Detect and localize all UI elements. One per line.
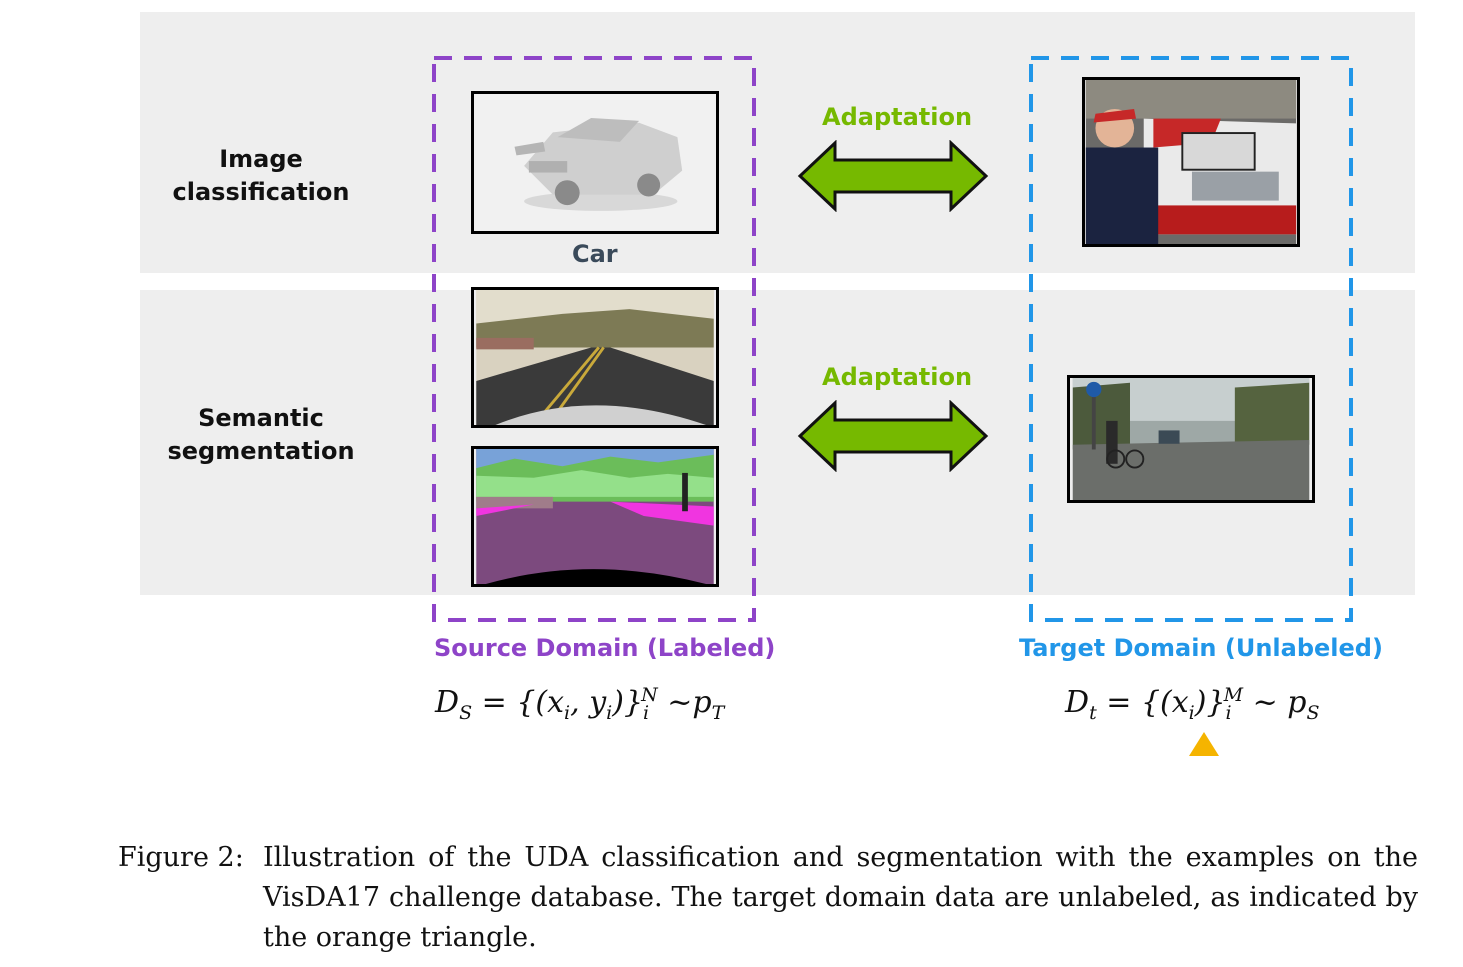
formula-subscript: S bbox=[459, 702, 473, 724]
segmentation-label-map bbox=[471, 446, 719, 587]
adaptation-arrow-top bbox=[797, 140, 989, 212]
target-formula: Dt = {(xi)}iM ~ pS bbox=[1065, 684, 1320, 724]
formula-set: , y bbox=[570, 685, 607, 720]
formula-distribution: ~p bbox=[667, 685, 712, 720]
row-label-classification: Image classification bbox=[141, 143, 381, 209]
formula-subscript: T bbox=[711, 702, 725, 724]
adaptation-arrow-bottom bbox=[797, 400, 989, 472]
formula-set: {(x bbox=[1140, 685, 1189, 720]
adaptation-label-top: Adaptation bbox=[822, 103, 973, 131]
formula-superscript: M bbox=[1223, 684, 1244, 706]
source-domain-box bbox=[432, 56, 756, 622]
formula-index: i bbox=[643, 702, 650, 724]
figure-number: Figure 2: bbox=[118, 842, 244, 873]
formula-distribution: ~ p bbox=[1252, 685, 1307, 720]
formula-subscript: S bbox=[1306, 702, 1320, 724]
synthetic-road-image bbox=[471, 287, 719, 428]
formula-equals: = bbox=[1106, 685, 1132, 720]
row-label-line: Image bbox=[219, 145, 303, 173]
formula-superscript: N bbox=[641, 684, 658, 706]
target-domain-box bbox=[1029, 56, 1353, 622]
formula-subscript: t bbox=[1089, 702, 1097, 724]
row-label-line: segmentation bbox=[167, 437, 355, 465]
formula-equals: = bbox=[481, 685, 507, 720]
car-caption: Car bbox=[572, 240, 618, 268]
formula-index: i bbox=[606, 702, 613, 724]
figure-caption-text: Illustration of the UDA classification a… bbox=[263, 842, 1418, 953]
row-label-line: classification bbox=[172, 178, 350, 206]
real-street-photo bbox=[1067, 375, 1315, 503]
synthetic-car-image bbox=[471, 91, 719, 234]
adaptation-label-bottom: Adaptation bbox=[822, 363, 973, 391]
formula-symbol: D bbox=[435, 685, 460, 720]
row-label-segmentation: Semantic segmentation bbox=[141, 402, 381, 468]
formula-symbol: D bbox=[1065, 685, 1090, 720]
formula-set: )} bbox=[1194, 685, 1226, 720]
formula-set: )} bbox=[612, 685, 644, 720]
formula-set: {(x bbox=[516, 685, 565, 720]
target-domain-label: Target Domain (Unlabeled) bbox=[1019, 634, 1383, 662]
formula-index: i bbox=[564, 702, 571, 724]
row-label-line: Semantic bbox=[198, 404, 324, 432]
unlabeled-indicator-triangle-icon bbox=[1189, 732, 1219, 756]
formula-index: i bbox=[1188, 702, 1195, 724]
source-domain-label: Source Domain (Labeled) bbox=[434, 634, 776, 662]
real-car-photo bbox=[1082, 77, 1300, 247]
source-formula: DS = {(xi, yi)}iN ~pT bbox=[435, 684, 724, 724]
formula-index: i bbox=[1225, 702, 1232, 724]
